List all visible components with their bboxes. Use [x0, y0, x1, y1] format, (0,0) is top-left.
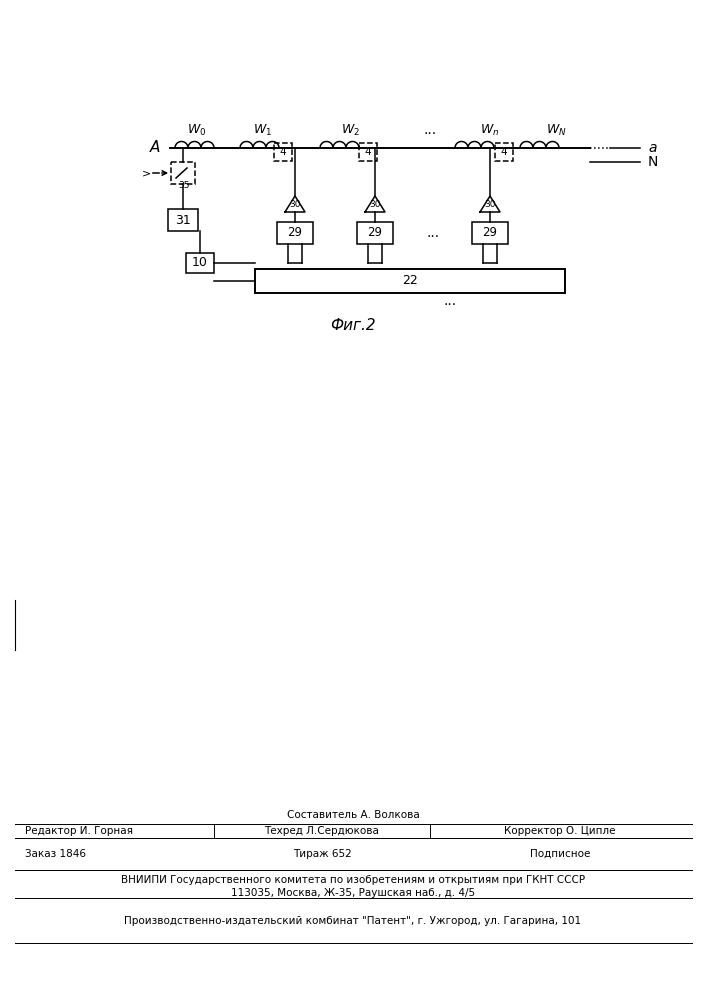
Text: 30: 30 [289, 200, 300, 209]
Text: 30: 30 [484, 200, 496, 209]
Text: N: N [648, 155, 658, 169]
Text: Заказ 1846: Заказ 1846 [25, 849, 86, 859]
Bar [255, 269, 565, 293]
Text: ...: ... [426, 226, 440, 240]
Text: A: A [150, 140, 160, 155]
Text: 22: 22 [402, 274, 418, 288]
Text: Тираж 652: Тираж 652 [293, 849, 351, 859]
Text: Корректор О. Ципле: Корректор О. Ципле [504, 826, 616, 836]
Text: Производственно-издательский комбинат "Патент", г. Ужгород, ул. Гагарина, 101: Производственно-издательский комбинат "П… [124, 916, 582, 926]
Bar [168, 209, 198, 231]
Text: 31: 31 [175, 214, 191, 227]
Text: $W_N$: $W_N$ [546, 122, 566, 138]
Text: 4: 4 [280, 147, 286, 157]
Text: 29: 29 [368, 227, 382, 239]
Bar [186, 253, 214, 273]
Text: $W_0$: $W_0$ [187, 122, 206, 138]
Text: 29: 29 [288, 227, 303, 239]
Text: 4: 4 [501, 147, 508, 157]
Bar [495, 143, 513, 161]
Text: 30: 30 [369, 200, 381, 209]
Bar [359, 143, 377, 161]
Text: $W_n$: $W_n$ [480, 122, 500, 138]
Text: $W_1$: $W_1$ [253, 122, 272, 138]
Text: Фиг.2: Фиг.2 [330, 318, 376, 332]
Text: Составитель А. Волкова: Составитель А. Волкова [286, 810, 419, 820]
Text: Техред Л.Сердюкова: Техред Л.Сердюкова [264, 826, 380, 836]
Bar [277, 222, 313, 244]
Text: Редактор И. Горная: Редактор И. Горная [25, 826, 133, 836]
Bar [274, 143, 292, 161]
Text: 29: 29 [482, 227, 498, 239]
Text: >: > [141, 168, 151, 178]
Text: a: a [648, 141, 657, 155]
Text: $W_2$: $W_2$ [341, 122, 359, 138]
Bar [171, 162, 195, 184]
Text: Подписное: Подписное [530, 849, 590, 859]
Bar [472, 222, 508, 244]
Text: 35: 35 [178, 181, 189, 190]
Text: 4: 4 [365, 147, 371, 157]
Text: ...: ... [443, 294, 457, 308]
Text: ...: ... [423, 123, 436, 137]
Text: 113035, Москва, Ж-35, Раушская наб., д. 4/5: 113035, Москва, Ж-35, Раушская наб., д. … [231, 888, 475, 898]
Text: 10: 10 [192, 256, 208, 269]
Bar [357, 222, 393, 244]
Text: ВНИИПИ Государственного комитета по изобретениям и открытиям при ГКНТ СССР: ВНИИПИ Государственного комитета по изоб… [121, 875, 585, 885]
